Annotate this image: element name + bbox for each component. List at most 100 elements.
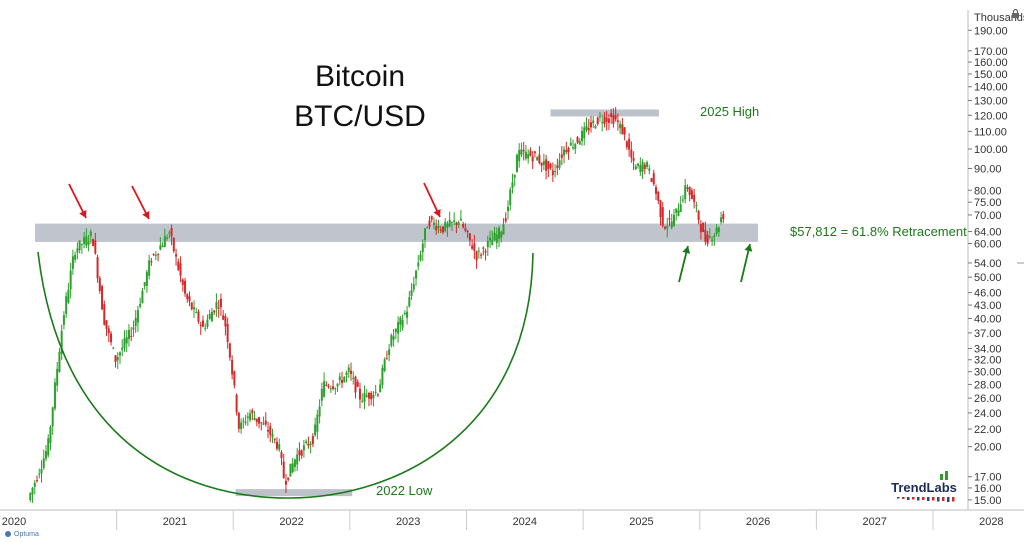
- candle-body: [435, 226, 438, 231]
- candle-body: [186, 294, 189, 300]
- y-tick-label: 43.00: [974, 300, 1002, 312]
- candle-body: [38, 473, 41, 475]
- y-tick-label: 32.00: [974, 355, 1002, 367]
- candle-body: [688, 186, 691, 195]
- candle-body: [430, 216, 433, 220]
- candle-body: [302, 445, 305, 451]
- candle-body: [661, 207, 664, 226]
- y-tick-label: 22.00: [974, 424, 1002, 436]
- y-tick-label: 28.00: [974, 379, 1002, 391]
- candle-body: [406, 311, 409, 318]
- candle-body: [76, 248, 79, 253]
- candle-body: [480, 254, 483, 256]
- candle-body: [432, 222, 435, 225]
- candle-body: [367, 393, 370, 399]
- candle-body: [175, 254, 178, 257]
- candle-body: [594, 126, 597, 129]
- candle-body: [504, 218, 507, 222]
- candle-body: [589, 122, 592, 128]
- candle-body: [715, 227, 718, 234]
- logo-bar: [912, 497, 915, 500]
- candle-body: [545, 159, 548, 171]
- candle-body: [249, 413, 252, 421]
- candle-body: [598, 116, 601, 118]
- candle-body: [457, 222, 460, 225]
- candle-body: [341, 380, 344, 383]
- candle-body: [228, 343, 231, 358]
- candle-body: [408, 297, 411, 307]
- logo-bar: [897, 497, 900, 499]
- candle-body: [51, 407, 54, 427]
- x-tick-label: 2026: [746, 516, 770, 528]
- retracement-band: [34, 223, 759, 242]
- candle-body: [574, 144, 577, 150]
- candle-body: [412, 284, 415, 290]
- candle-body: [489, 237, 492, 241]
- candle-body: [392, 336, 395, 340]
- candle-body: [376, 394, 379, 396]
- candle-body: [610, 113, 613, 118]
- candle-body: [134, 318, 137, 327]
- candle-body: [114, 355, 117, 362]
- x-tick-label: 2021: [163, 516, 187, 528]
- candle-body: [152, 253, 155, 255]
- candle-body: [226, 323, 229, 343]
- candle-body: [679, 204, 682, 213]
- candle-body: [428, 220, 431, 227]
- candle-body: [193, 307, 196, 310]
- candle-body: [706, 234, 709, 244]
- candle-body: [132, 327, 135, 330]
- candle-body: [403, 312, 406, 315]
- lock-icon[interactable]: [1011, 9, 1020, 18]
- candle-body: [576, 137, 579, 143]
- candle-body: [284, 480, 287, 485]
- candle-body: [107, 328, 110, 334]
- candle-body: [255, 418, 258, 422]
- candle-body: [213, 310, 216, 313]
- candle-body: [560, 154, 563, 158]
- candle-body: [291, 463, 294, 473]
- candle-body: [237, 412, 240, 429]
- candle-body: [116, 357, 119, 361]
- candle-body: [206, 319, 209, 327]
- candle-body: [89, 231, 92, 236]
- candle-body: [722, 214, 725, 220]
- candle-body: [42, 458, 45, 469]
- x-tick-label: 2024: [513, 516, 537, 528]
- candle-body: [280, 452, 283, 459]
- candle-body: [495, 234, 498, 244]
- y-tick-label: 37.00: [974, 328, 1002, 340]
- candle-body: [693, 194, 696, 203]
- candle-body: [619, 123, 622, 129]
- candle-body: [415, 270, 418, 279]
- x-tick-label: 2022: [279, 516, 303, 528]
- candle-body: [94, 240, 97, 254]
- candle-body: [518, 150, 521, 162]
- logo-bar: [947, 497, 950, 502]
- candle-body: [65, 296, 68, 314]
- candle-body: [399, 317, 402, 325]
- candle-body: [233, 371, 236, 386]
- candle-body: [287, 477, 290, 480]
- candle-body: [231, 359, 234, 375]
- candle-body: [242, 420, 245, 422]
- candle-body: [49, 426, 52, 444]
- y-tick-label: 190.00: [974, 25, 1008, 37]
- candle-body: [684, 185, 687, 200]
- candle-body: [670, 221, 673, 228]
- candle-body: [161, 245, 164, 247]
- candle-body: [675, 208, 678, 213]
- candle-body: [623, 127, 626, 135]
- candle-body: [379, 384, 382, 393]
- candle-body: [273, 438, 276, 440]
- candle-body: [332, 386, 335, 389]
- candle-body: [482, 247, 485, 249]
- candle-body: [484, 251, 487, 253]
- logo-bars: [897, 471, 955, 502]
- candle-body: [92, 239, 95, 247]
- candle-body: [697, 210, 700, 221]
- candle-body: [549, 164, 552, 168]
- candle-body: [262, 423, 265, 425]
- candle-body: [184, 280, 187, 294]
